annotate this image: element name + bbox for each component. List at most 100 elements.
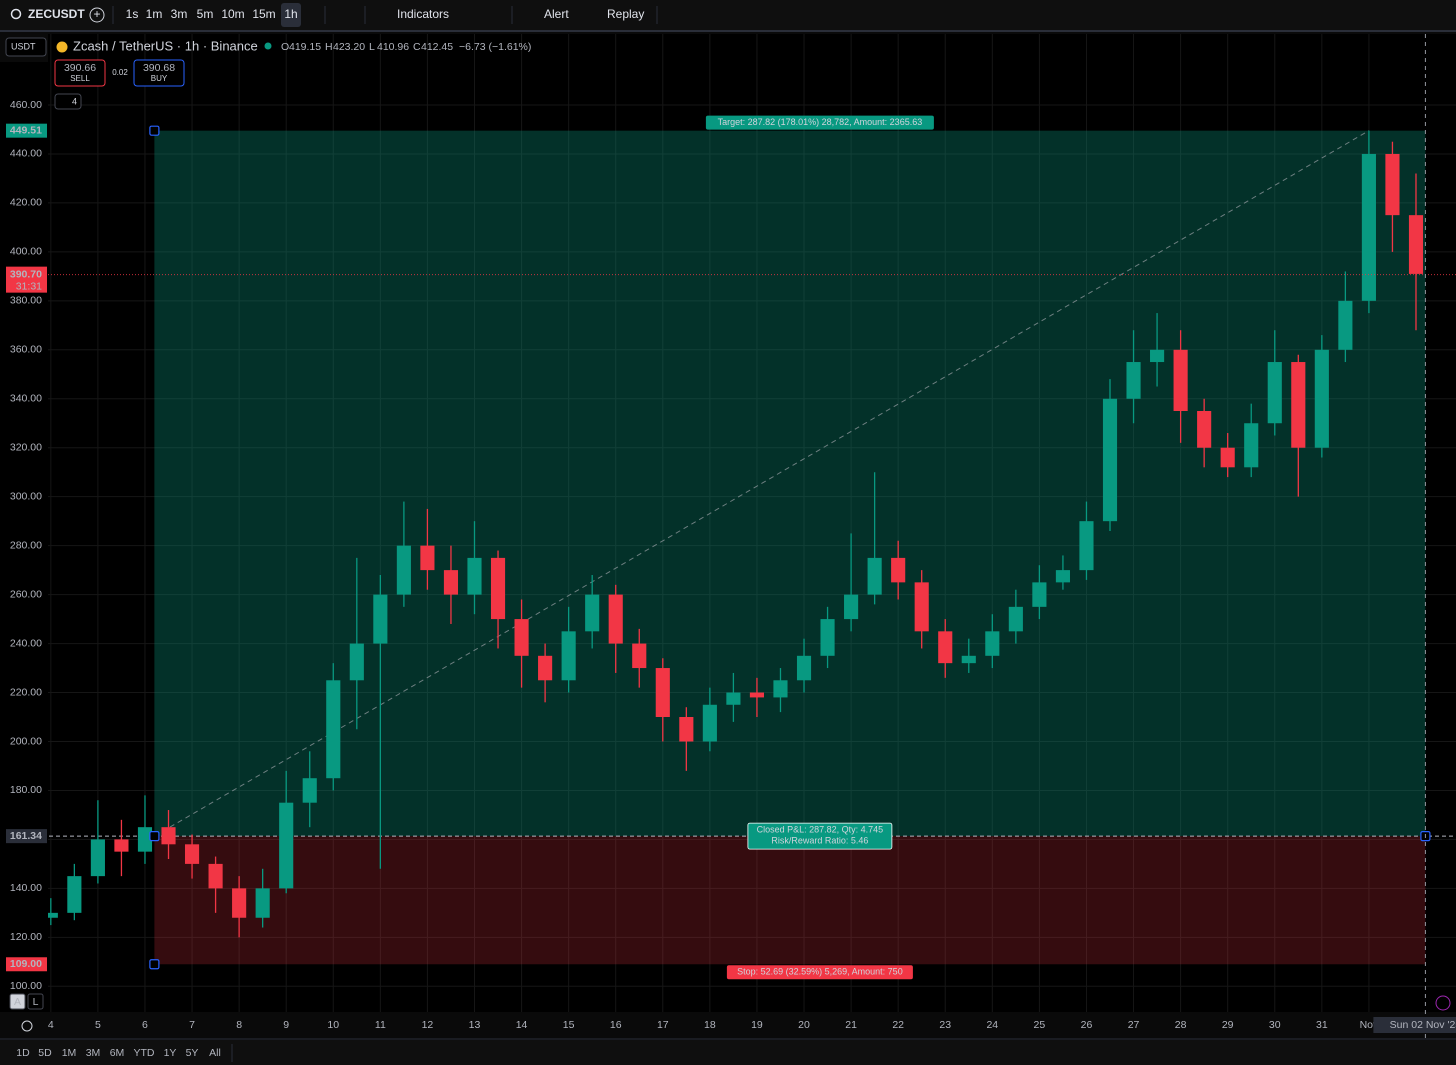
x-tick-label: 23 [939,1019,951,1031]
symbol[interactable]: ZECUSDT [28,7,85,21]
range-button[interactable]: 5Y [186,1047,199,1059]
candle-body [467,557,482,595]
interval-button[interactable]: 3m [171,7,188,21]
x-tick-label: 10 [327,1019,339,1031]
currency-button-bg[interactable] [5,37,47,57]
scale-button[interactable]: A [14,996,21,1008]
range-button[interactable]: 1M [62,1047,77,1059]
add-symbol-icon[interactable] [89,7,105,23]
range-button[interactable]: 3M [86,1047,101,1059]
currency-button[interactable]: USDT [11,41,36,51]
interval-button[interactable]: 1h [284,7,297,21]
range-button[interactable]: 6M [110,1047,125,1059]
x-tick-label: 13 [469,1019,481,1031]
spread: 0.02 [112,68,128,77]
indicator-toggle-bg[interactable] [54,93,82,110]
buy-price[interactable]: 390.68 [143,62,175,74]
price-axis-bg [0,62,48,1012]
position-handle[interactable] [149,125,160,136]
candle-body [914,582,929,632]
x-tick-label: 9 [283,1019,289,1031]
buy-label[interactable]: BUY [151,74,168,83]
y-tick-label: 200.00 [10,735,42,747]
candle-body [137,827,153,852]
indicator-count[interactable]: 4 [72,96,77,106]
candle-body [255,888,270,918]
scale-button[interactable]: L [33,996,39,1008]
interval-button[interactable]: 10m [221,7,244,21]
scale-button-bg[interactable] [27,993,44,1010]
interval-button[interactable]: 5m [197,7,214,21]
range-button[interactable]: 1Y [164,1047,177,1059]
x-tick-label: 28 [1175,1019,1187,1031]
y-tick-label: 360.00 [10,344,42,356]
ohlc-value: 419.15 [289,41,321,53]
position-handle[interactable] [149,959,160,970]
ohlc-value: 412.45 [421,41,453,53]
candle-body [90,839,105,877]
x-tick-label: 30 [1269,1019,1281,1031]
range-button[interactable]: 5D [38,1047,52,1059]
ohlc-value: 410.96 [377,41,409,53]
x-tick-label: 25 [1034,1019,1046,1031]
candle-body [1220,447,1235,468]
candle-body [114,839,129,852]
interval-button[interactable]: 15m [252,7,275,21]
candle-body [585,594,600,632]
sell-price[interactable]: 390.66 [64,62,96,74]
candle-body [1102,398,1118,522]
ohlc-key: O [281,41,289,53]
candle-body [1244,423,1259,468]
interval-button[interactable]: 1m [146,7,163,21]
candle-body [161,827,176,845]
sell-label[interactable]: SELL [70,74,90,83]
candle-body [749,692,765,698]
candle-body [796,655,812,681]
x-tick-label: 15 [563,1019,575,1031]
candle-body [232,888,247,918]
pnl-label-bg [747,822,893,850]
stop-price-tag: 109.00 [10,958,42,970]
y-tick-label: 380.00 [10,295,42,307]
candle-body [514,619,529,656]
countdown-tag: 31:31 [16,280,42,292]
x-tick-label: 14 [516,1019,528,1031]
alert-button[interactable]: Alert [544,7,569,21]
stop-label: Stop: 52.69 (32.59%) 5,269, Amount: 750 [737,967,903,977]
indicators-button[interactable]: Indicators [397,7,449,21]
candle-body [1197,411,1212,448]
crosshair-date: Sun 02 Nov '25 [1390,1019,1456,1031]
range-button[interactable]: All [209,1047,221,1059]
buy-button-bg[interactable] [133,59,185,87]
candle-body [1008,606,1023,632]
candle-body [891,557,906,583]
sell-button-bg[interactable] [54,59,106,87]
range-button[interactable]: 1D [16,1047,30,1059]
candle-body [1055,570,1070,583]
current-price-tag: 390.70 [10,268,42,280]
pnl-label: Closed P&L: 287.82, Qty: 4.745 [757,825,884,835]
range-button[interactable]: YTD [134,1047,155,1059]
target-price-tag: 449.51 [10,124,42,136]
y-tick-label: 140.00 [10,882,42,894]
ohlc-change: −6.73 (−1.61%) [459,41,531,53]
settings-icon[interactable] [21,1020,33,1032]
candle-body [608,594,623,644]
flash-icon[interactable] [1435,995,1451,1011]
x-tick-label: 27 [1128,1019,1140,1031]
candle-body [1079,521,1094,571]
candle-body [985,631,1000,656]
active-interval-bg [281,3,301,27]
search-icon[interactable] [10,8,22,20]
candle-body [279,802,294,889]
replay-button[interactable]: Replay [607,7,644,21]
candle-body [43,912,58,918]
y-tick-label: 300.00 [10,490,42,502]
y-tick-label: 280.00 [10,539,42,551]
scale-button-bg[interactable] [9,993,26,1010]
interval-button[interactable]: 1s [126,7,139,21]
candle-body [1126,362,1141,399]
position-handle[interactable] [149,831,160,842]
coin-icon [56,41,68,53]
x-tick-label: 19 [751,1019,763,1031]
